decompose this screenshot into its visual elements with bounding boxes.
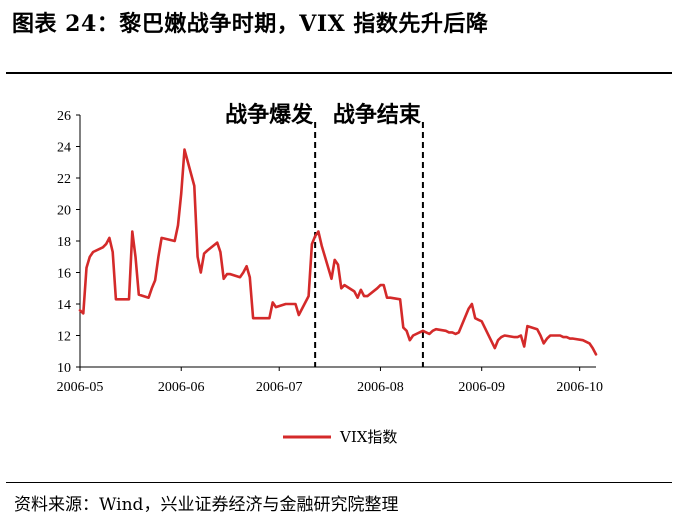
axes xyxy=(79,115,596,368)
source-note: 资料来源：Wind，兴业证券经济与金融研究院整理 xyxy=(14,495,399,515)
y-tick-label: 24 xyxy=(57,141,71,156)
y-tick-label: 16 xyxy=(57,267,71,282)
y-tick-label: 22 xyxy=(57,172,71,187)
y-tick-label: 20 xyxy=(57,204,71,219)
y-tick-label: 12 xyxy=(57,330,71,345)
x-tick-label: 2006-06 xyxy=(158,380,205,395)
title-rule xyxy=(6,72,672,74)
chart-title: 图表 24：黎巴嫩战争时期，VIX 指数先升后降 xyxy=(12,11,489,37)
source-rule xyxy=(6,482,672,483)
legend: VIX指数 xyxy=(283,428,397,446)
vix-line-chart: 10 12 14 16 18 20 22 24 26 2006-05 2006-06 2006-07… xyxy=(57,102,603,446)
x-tick-label: 2006-08 xyxy=(357,380,404,395)
x-tick-label: 2006-07 xyxy=(256,380,303,395)
y-tick-label: 14 xyxy=(57,298,71,313)
y-tick-label: 18 xyxy=(57,235,71,250)
annotations: 战争爆发 战争结束 xyxy=(225,102,424,367)
annotation-label: 战争爆发 xyxy=(225,102,314,128)
series-line-vix xyxy=(78,148,598,356)
x-tick-label: 2006-10 xyxy=(556,380,603,395)
x-tick-label: 2006-09 xyxy=(458,380,505,395)
x-tick-label: 2006-05 xyxy=(57,380,104,395)
y-tick-label: 10 xyxy=(57,361,71,376)
series-layer xyxy=(78,148,598,356)
y-axis-ticks: 10 12 14 16 18 20 22 24 26 xyxy=(57,109,80,376)
legend-label: VIX指数 xyxy=(339,428,397,446)
x-axis-ticks: 2006-05 2006-06 2006-07 2006-08 2006-09 2006-… xyxy=(57,367,603,395)
y-tick-label: 26 xyxy=(57,109,71,124)
annotation-label: 战争结束 xyxy=(333,102,422,128)
